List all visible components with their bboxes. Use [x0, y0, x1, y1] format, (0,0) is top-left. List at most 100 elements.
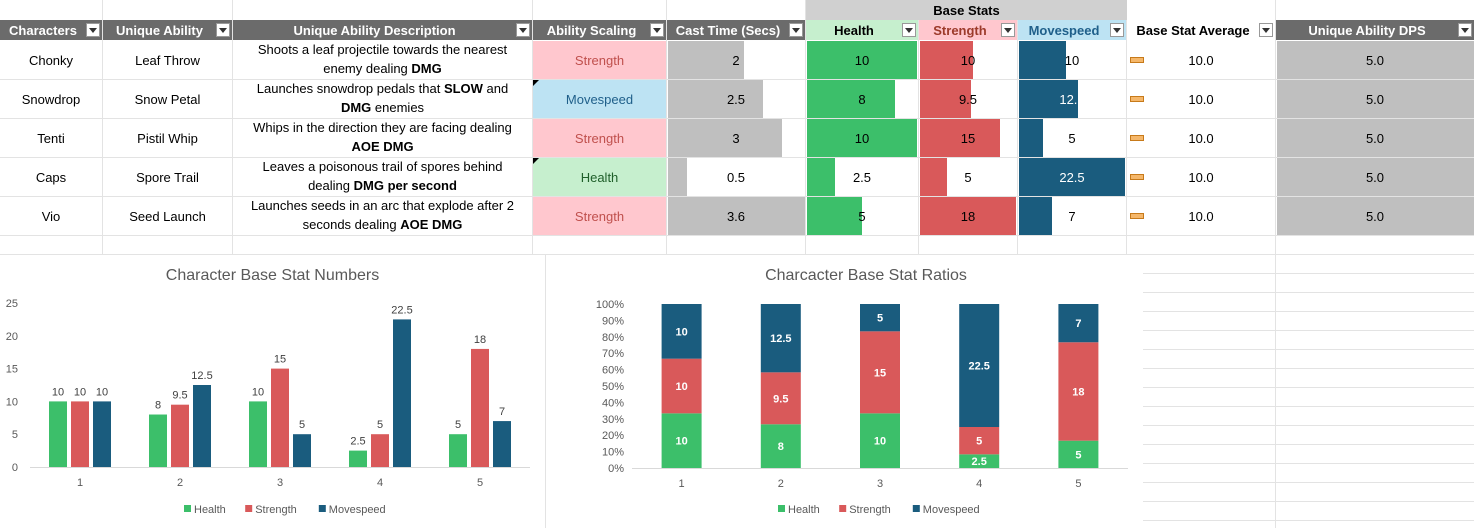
y-tick-label: 50% [602, 381, 624, 393]
cell-unique-ability-dps[interactable]: 5.0 [1276, 80, 1474, 118]
cell-unique-ability[interactable]: Spore Trail [103, 158, 232, 196]
cast-time-value: 3.6 [726, 208, 746, 224]
cell-health[interactable]: 2.5 [806, 158, 918, 196]
header-health[interactable]: Health [806, 20, 918, 40]
cell-base-stat-average[interactable]: 10.0 [1127, 158, 1275, 196]
chart-base-stat-ratios[interactable]: Charcacter Base Stat Ratios 0% 10% 20% 30% 4… [590, 256, 1142, 528]
header-ability-scaling[interactable]: Ability Scaling [533, 20, 666, 40]
filter-dropdown-icon[interactable] [650, 23, 664, 37]
data-label: 5 [377, 419, 383, 431]
cell-strength[interactable]: 15 [919, 119, 1017, 157]
bar-health [449, 434, 467, 467]
cell-cast-time[interactable]: 0.5 [667, 158, 805, 196]
cell-strength[interactable]: 18 [919, 197, 1017, 235]
cell-health[interactable]: 10 [806, 41, 918, 79]
movespeed-value: 10 [1064, 52, 1080, 68]
header-cast-time[interactable]: Cast Time (Secs) [667, 20, 805, 40]
cell-cast-time[interactable]: 3.6 [667, 197, 805, 235]
cell-health[interactable]: 8 [806, 80, 918, 118]
header-characters[interactable]: Characters [0, 20, 102, 40]
cell-ability-description[interactable]: Whips in the direction they are facing d… [233, 117, 532, 157]
cell-base-stat-average[interactable]: 10.0 [1127, 80, 1275, 118]
cell-strength[interactable]: 10 [919, 41, 1017, 79]
cell-movespeed[interactable]: 5 [1018, 119, 1126, 157]
cell-movespeed[interactable]: 7 [1018, 197, 1126, 235]
cell-movespeed[interactable]: 22.5 [1018, 158, 1126, 196]
health-value: 2.5 [852, 169, 872, 185]
cell-character[interactable]: Tenti [0, 119, 102, 157]
header-unique-ability-dps[interactable]: Unique Ability DPS [1276, 20, 1474, 40]
description-text: Whips in the direction they are facing d… [253, 120, 512, 135]
cell-character[interactable]: Snowdrop [0, 80, 102, 118]
cell-ability-scaling[interactable]: Health [533, 158, 666, 196]
cell-unique-ability-dps[interactable]: 5.0 [1276, 119, 1474, 157]
cell-base-stat-average[interactable]: 10.0 [1127, 119, 1275, 157]
filter-dropdown-icon[interactable] [1110, 23, 1124, 37]
header-movespeed[interactable]: Movespeed [1018, 20, 1126, 40]
header-unique-ability[interactable]: Unique Ability [103, 20, 232, 40]
filter-dropdown-icon[interactable] [1259, 23, 1273, 37]
cast-time-value: 0.5 [726, 169, 746, 185]
base-stats-banner: Base Stats [806, 0, 1127, 20]
cell-ability-description[interactable]: Launches seeds in an arc that explode af… [233, 195, 532, 235]
cell-character[interactable]: Vio [0, 197, 102, 235]
cell-base-stat-average[interactable]: 10.0 [1127, 41, 1275, 79]
cell-unique-ability[interactable]: Snow Petal [103, 80, 232, 118]
bar-movespeed [293, 434, 311, 467]
cell-ability-scaling[interactable]: Movespeed [533, 80, 666, 118]
bar-strength [271, 368, 289, 467]
filter-dropdown-icon[interactable] [86, 23, 100, 37]
cell-character[interactable]: Chonky [0, 41, 102, 79]
cell-health[interactable]: 10 [806, 119, 918, 157]
legend-label: Movespeed [923, 504, 980, 516]
cell-unique-ability-dps[interactable]: 5.0 [1276, 41, 1474, 79]
y-tick-label: 60% [602, 365, 624, 377]
filter-dropdown-icon[interactable] [516, 23, 530, 37]
y-tick-label: 70% [602, 348, 624, 360]
cell-unique-ability[interactable]: Leaf Throw [103, 41, 232, 79]
chart-base-stat-numbers[interactable]: Character Base Stat Numbers 0 5 10 15 20 25 1 1… [0, 256, 545, 528]
cell-movespeed[interactable]: 10 [1018, 41, 1126, 79]
cell-ability-scaling[interactable]: Strength [533, 197, 666, 235]
x-tick-label: 2 [177, 477, 183, 489]
cast-time-value: 3 [732, 130, 740, 146]
header-base-stat-average[interactable]: Base Stat Average [1127, 20, 1275, 40]
cell-unique-ability-dps[interactable]: 5.0 [1276, 158, 1474, 196]
cell-ability-scaling[interactable]: Strength [533, 41, 666, 79]
cell-cast-time[interactable]: 2.5 [667, 80, 805, 118]
data-label: 10 [874, 436, 886, 448]
ability-name: Leaf Throw [135, 52, 200, 68]
base-stat-average-value: 10.0 [1188, 91, 1214, 107]
header-cast-time-label: Cast Time (Secs) [675, 22, 781, 38]
cell-cast-time[interactable]: 2 [667, 41, 805, 79]
filter-dropdown-icon[interactable] [216, 23, 230, 37]
cell-unique-ability[interactable]: Pistil Whip [103, 119, 232, 157]
cell-unique-ability[interactable]: Seed Launch [103, 197, 232, 235]
filter-dropdown-icon[interactable] [1001, 23, 1015, 37]
cell-ability-description[interactable]: Launches snowdrop pedals that SLOW and DM… [233, 78, 532, 118]
filter-dropdown-icon[interactable] [789, 23, 803, 37]
cell-cast-time[interactable]: 3 [667, 119, 805, 157]
health-value: 8 [858, 91, 866, 107]
cell-strength[interactable]: 9.5 [919, 80, 1017, 118]
cell-strength[interactable]: 5 [919, 158, 1017, 196]
cell-base-stat-average[interactable]: 10.0 [1127, 197, 1275, 235]
strength-databar [920, 80, 971, 118]
cell-health[interactable]: 5 [806, 197, 918, 235]
filter-dropdown-icon[interactable] [1458, 23, 1472, 37]
cell-ability-description[interactable]: Leaves a poisonous trail of spores behin… [233, 156, 532, 196]
header-unique-ability-description[interactable]: Unique Ability Description [233, 20, 532, 40]
description-text: dealing [308, 178, 354, 193]
cell-character[interactable]: Caps [0, 158, 102, 196]
cell-unique-ability-dps[interactable]: 5.0 [1276, 197, 1474, 235]
average-indicator-icon [1130, 96, 1144, 102]
description-text: Launches snowdrop pedals that [256, 81, 444, 96]
stacked-bar-movespeed [760, 304, 801, 373]
filter-dropdown-icon[interactable] [902, 23, 916, 37]
header-strength[interactable]: Strength [919, 20, 1017, 40]
cell-movespeed[interactable]: 12.5 [1018, 80, 1126, 118]
cell-ability-scaling[interactable]: Strength [533, 119, 666, 157]
description-text: Shoots a leaf projectile towards the nea… [257, 42, 508, 57]
cell-ability-description[interactable]: Shoots a leaf projectile towards the nea… [233, 39, 532, 79]
data-label: 5 [877, 313, 883, 325]
